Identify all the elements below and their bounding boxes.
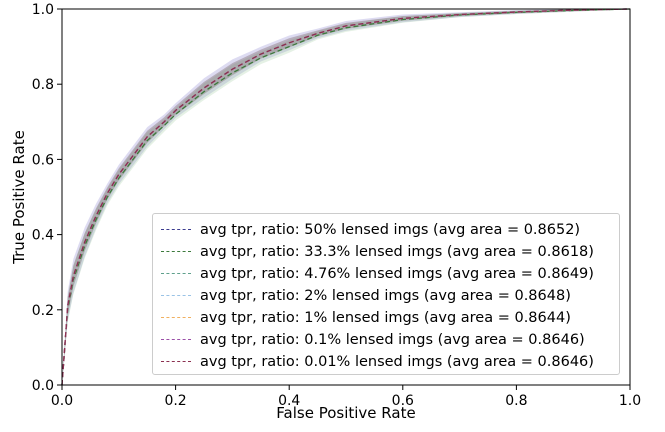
y-tick-label: 1.0: [32, 2, 54, 18]
legend-item: avg tpr, ratio: 50% lensed imgs (avg are…: [153, 220, 619, 240]
legend-line-0: [161, 229, 191, 230]
y-axis-ticks: 0.0 0.2 0.4 0.6 0.8 1.0: [32, 2, 62, 394]
x-axis-ticks: 0.0 0.2 0.4 0.6 0.8 1.0: [51, 385, 641, 409]
x-tick-label: 0.8: [505, 393, 527, 409]
legend-line-2: [161, 273, 191, 274]
legend-item: avg tpr, ratio: 0.01% lensed imgs (avg a…: [153, 352, 619, 372]
legend-label: avg tpr, ratio: 4.76% lensed imgs (avg a…: [200, 266, 594, 282]
plot-frame: [61, 8, 631, 386]
series-lines: [61, 8, 631, 386]
x-tick-label: 0.4: [278, 393, 300, 409]
legend-line-6: [161, 361, 191, 362]
y-axis-label: True Positive Rate: [10, 130, 28, 265]
x-tick-label: 0.2: [164, 393, 186, 409]
legend-line-3: [161, 295, 191, 296]
y-tick-label: 0.8: [32, 77, 54, 93]
legend-item: avg tpr, ratio: 1% lensed imgs (avg area…: [153, 308, 619, 328]
y-tick-label: 0.0: [32, 378, 54, 394]
legend-item: avg tpr, ratio: 4.76% lensed imgs (avg a…: [153, 264, 619, 284]
legend-line-1: [161, 251, 191, 252]
x-tick-label: 0.6: [392, 393, 414, 409]
x-tick-label: 0.0: [51, 393, 73, 409]
x-tick-label: 1.0: [619, 393, 641, 409]
legend: avg tpr, ratio: 50% lensed imgs (avg are…: [152, 213, 620, 375]
legend-label: avg tpr, ratio: 2% lensed imgs (avg area…: [200, 288, 571, 304]
legend-item: avg tpr, ratio: 33.3% lensed imgs (avg a…: [153, 242, 619, 262]
series-line: [61, 8, 631, 386]
legend-label: avg tpr, ratio: 1% lensed imgs (avg area…: [200, 310, 571, 326]
x-axis-label: False Positive Rate: [276, 404, 415, 422]
legend-label: avg tpr, ratio: 50% lensed imgs (avg are…: [200, 222, 581, 238]
legend-line-5: [161, 339, 191, 340]
series-line: [61, 8, 631, 386]
y-tick-label: 0.2: [32, 303, 54, 319]
legend-item: avg tpr, ratio: 0.1% lensed imgs (avg ar…: [153, 330, 619, 350]
y-tick-label: 0.6: [32, 152, 54, 168]
legend-label: avg tpr, ratio: 0.01% lensed imgs (avg a…: [200, 354, 594, 370]
legend-line-4: [161, 317, 191, 318]
legend-label: avg tpr, ratio: 33.3% lensed imgs (avg a…: [200, 244, 594, 260]
legend-label: avg tpr, ratio: 0.1% lensed imgs (avg ar…: [200, 332, 585, 348]
y-tick-label: 0.4: [32, 228, 54, 244]
legend-item: avg tpr, ratio: 2% lensed imgs (avg area…: [153, 286, 619, 306]
